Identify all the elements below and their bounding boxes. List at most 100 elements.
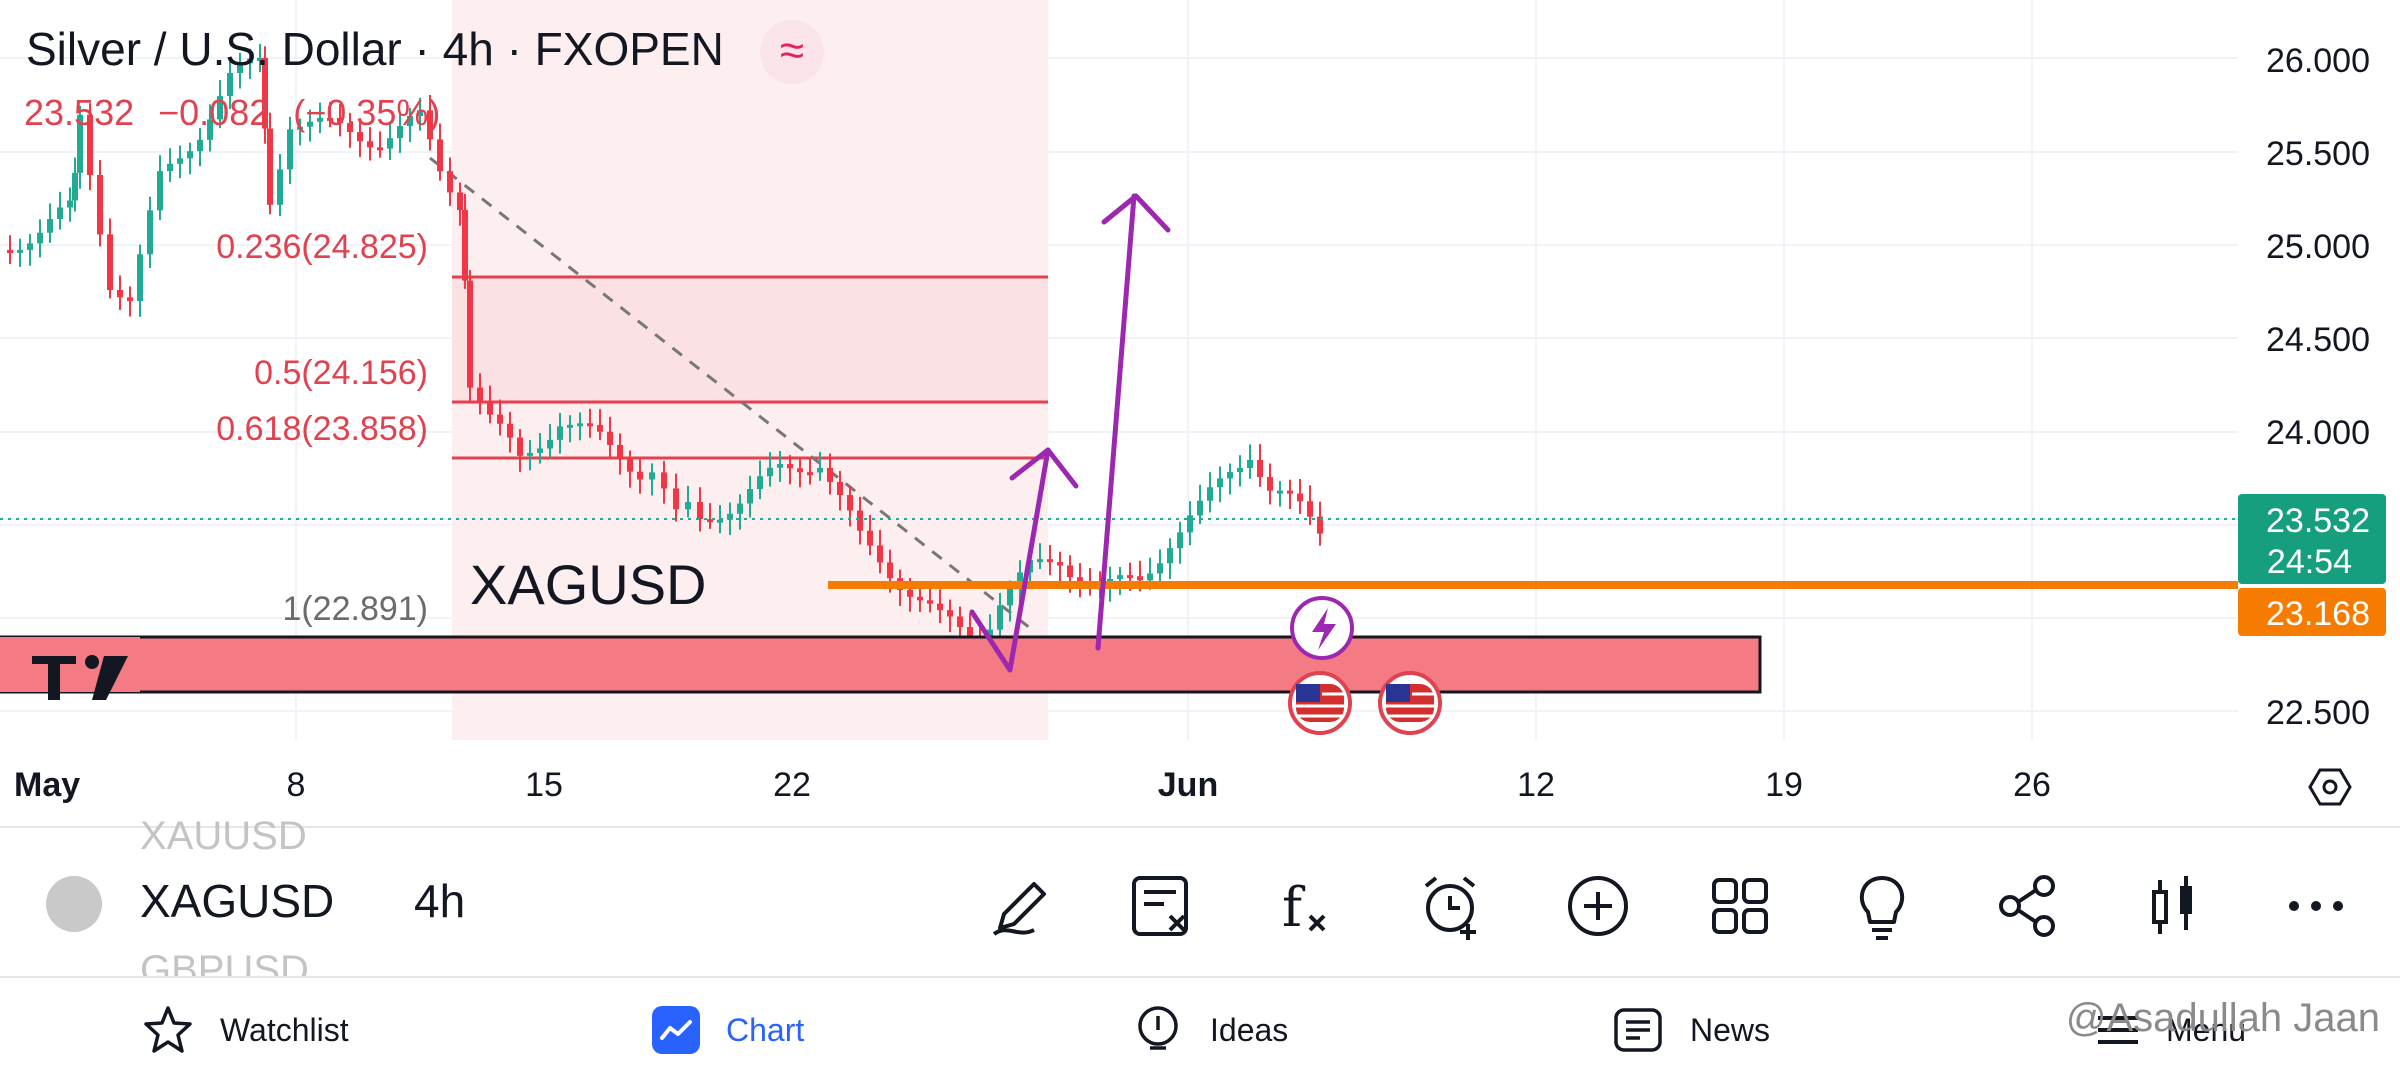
candle-body (747, 489, 753, 504)
candle-body (1147, 573, 1153, 581)
candle-body (207, 119, 213, 140)
candle-body (627, 459, 633, 472)
us-flag-event-icon[interactable] (1378, 671, 1442, 735)
time-tick: 19 (1765, 766, 1803, 804)
candle-body (157, 171, 163, 211)
price-tick: 24.000 (2266, 414, 2370, 452)
symbol-annotation[interactable]: XAGUSD (470, 553, 707, 616)
candle-body (277, 169, 283, 205)
candle-body (177, 158, 183, 164)
tab-watchlist[interactable]: Watchlist (140, 1000, 349, 1060)
candle-body (1057, 562, 1063, 566)
candle-body (807, 472, 813, 476)
candle-body (387, 138, 393, 149)
fib-label-0236: 0.236(24.825) (216, 228, 428, 266)
alarm-icon[interactable] (1414, 868, 1490, 944)
candle-body (685, 501, 691, 510)
time-tick: 12 (1517, 766, 1555, 804)
chart-toolbar: XAUUSD XAGUSD 4h GBPUSD f (0, 814, 2400, 978)
candle-body (1137, 576, 1143, 581)
lightbulb-icon[interactable] (1844, 868, 1920, 944)
candle-body (1167, 548, 1173, 564)
candle-body (1217, 478, 1223, 488)
candle-body (107, 234, 113, 290)
candle-body (187, 151, 193, 159)
candle-body (1317, 516, 1323, 534)
candle-body (597, 425, 603, 432)
candle-body (1267, 477, 1273, 491)
share-icon[interactable] (1990, 868, 2066, 944)
candle-body (1277, 490, 1283, 494)
candle-body (7, 250, 13, 253)
candle-body (927, 600, 933, 604)
grid-icon[interactable] (1702, 868, 1778, 944)
candle-body (1297, 493, 1303, 502)
candle-body (72, 172, 78, 201)
candle-body (227, 72, 233, 97)
candle-body (417, 110, 423, 117)
fib-label-05: 0.5(24.156) (254, 354, 428, 392)
tab-news[interactable]: News (1610, 1000, 1770, 1060)
candle-body (787, 464, 793, 469)
chart-title[interactable]: Silver / U.S. Dollar · 4h · FXOPEN (26, 23, 724, 75)
us-flag-event-icon[interactable] (1288, 671, 1352, 735)
timeframe[interactable]: 4h (414, 875, 466, 927)
price-change: −0.082 (158, 92, 270, 133)
candle-body (97, 175, 103, 235)
candle-body (337, 118, 343, 124)
candle-body (697, 501, 703, 520)
chart-canvas[interactable]: 0.236(24.825) 0.5(24.156) 0.618(23.858) … (0, 0, 2400, 826)
dashed-trend-line[interactable] (429, 156, 1031, 630)
chart-area[interactable]: 0.236(24.825) 0.5(24.156) 0.618(23.858) … (0, 0, 2400, 826)
candle-body (737, 503, 743, 514)
candle-body (267, 128, 273, 205)
candle-body (517, 437, 523, 456)
notes-icon[interactable] (1124, 868, 1200, 944)
candle-body (937, 603, 943, 611)
pencil-icon[interactable] (984, 868, 1060, 944)
more-icon[interactable] (2278, 868, 2354, 944)
time-tick: 26 (2013, 766, 2051, 804)
approx-icon[interactable]: ≈ (760, 20, 824, 84)
candle-body (917, 596, 923, 601)
formula-icon[interactable]: f (1270, 868, 1346, 944)
candle-body (947, 610, 953, 617)
candle-body (867, 530, 873, 546)
demand-zone[interactable] (0, 635, 1762, 694)
star-icon (144, 1006, 192, 1053)
previous-symbol[interactable]: XAUUSD (140, 814, 307, 858)
candle-body (307, 121, 313, 127)
tab-ideas[interactable]: Ideas (1130, 1000, 1288, 1060)
candle-body (237, 63, 243, 73)
price-quote: 23.532 −0.082 (−0.35%) (24, 92, 454, 134)
candle-body (649, 472, 655, 480)
candle-body (397, 126, 403, 139)
tab-label: Watchlist (220, 1011, 349, 1048)
settings-hexagon-icon[interactable] (2308, 768, 2352, 806)
candles-icon[interactable] (2136, 868, 2212, 944)
tradingview-logo-icon (0, 637, 140, 700)
candle-body (297, 126, 303, 130)
candle-body (137, 254, 143, 302)
plus-circle-icon[interactable] (1560, 868, 1636, 944)
price-tick: 24.500 (2266, 321, 2370, 359)
next-symbol[interactable]: GBPUSD (140, 948, 309, 978)
candle-body (1047, 559, 1053, 563)
candle-body (127, 297, 133, 302)
candle-body (47, 219, 53, 233)
candle-body (117, 289, 123, 298)
lightning-event-icon[interactable] (1290, 596, 1354, 660)
tab-menu[interactable]: Menu (2094, 1000, 2246, 1060)
projection-arrows[interactable] (969, 193, 1171, 673)
time-tick: May (14, 766, 80, 804)
tab-label: Menu (2166, 1011, 2247, 1048)
price-tick: 22.500 (2266, 694, 2370, 732)
candle-body (497, 414, 503, 424)
candle-body (217, 96, 223, 120)
candle-body (907, 589, 913, 597)
fib-label-1: 1(22.891) (282, 590, 428, 628)
candle-body (547, 439, 553, 449)
symbol-name[interactable]: XAGUSD (140, 875, 335, 927)
candle-body (467, 280, 473, 388)
tab-chart[interactable]: Chart (650, 1000, 804, 1060)
